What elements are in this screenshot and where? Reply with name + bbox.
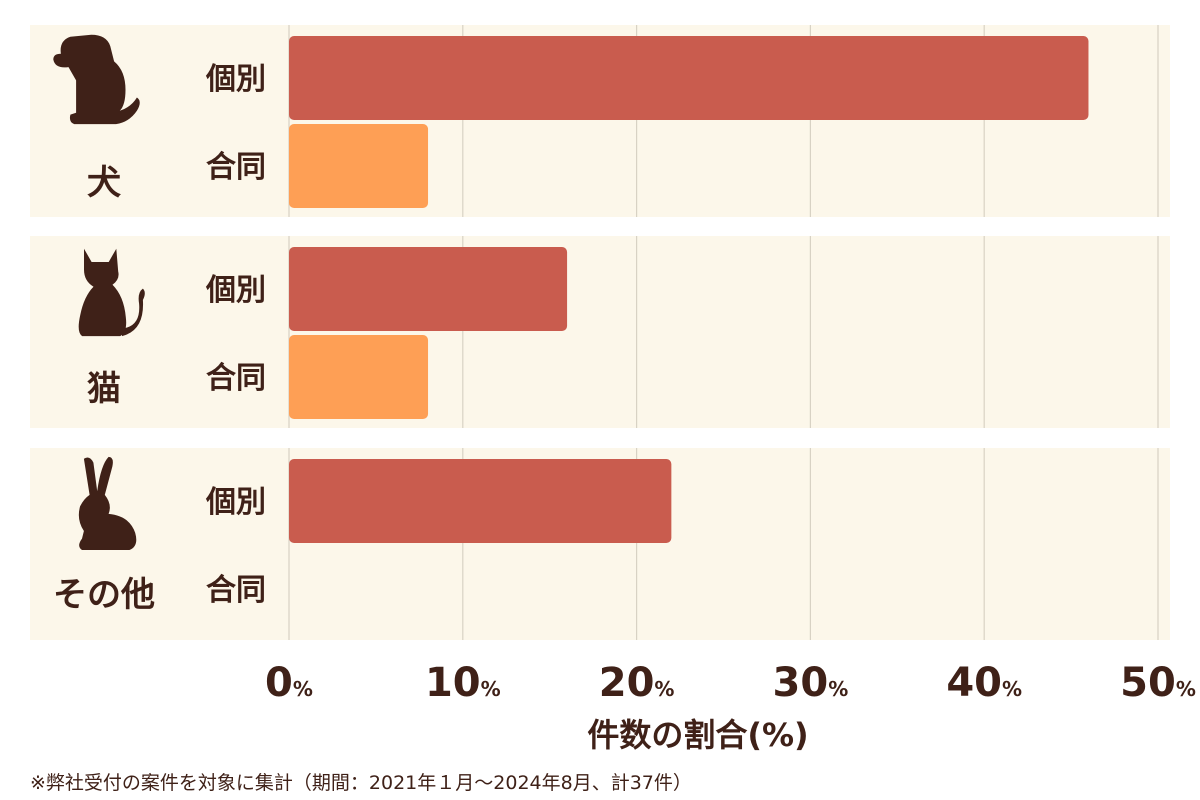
row-label: 合同 [206, 573, 266, 608]
group-label: 猫 [87, 369, 121, 409]
group-label: その他 [53, 575, 155, 615]
x-tick-unit: % [828, 677, 848, 701]
bar-individual-3 [289, 459, 672, 543]
group-background-2 [30, 236, 1170, 428]
bar-joint-1 [289, 124, 429, 208]
bar-individual-1 [289, 36, 1089, 120]
bar-individual-2 [289, 247, 568, 331]
x-tick-label: 20% [599, 660, 675, 706]
x-tick-label: 40% [946, 660, 1022, 706]
x-axis-title: 件数の割合(%) [587, 716, 808, 754]
x-tick-unit: % [1176, 677, 1196, 701]
row-label: 合同 [206, 150, 266, 185]
x-tick-label: 50% [1120, 660, 1196, 706]
group-label: 犬 [87, 163, 121, 203]
rabbit-icon [78, 456, 137, 550]
row-label: 個別 [205, 273, 266, 308]
dog-icon [53, 34, 140, 125]
row-label: 合同 [206, 361, 266, 396]
cat-icon [78, 248, 145, 337]
x-tick-unit: % [293, 677, 313, 701]
footnote: ※弊社受付の案件を対象に集計（期間：2021年１月〜2024年8月、計37件） [30, 772, 692, 794]
x-tick-unit: % [481, 677, 501, 701]
row-label: 個別 [205, 62, 266, 97]
x-tick-unit: % [1002, 677, 1022, 701]
x-tick-label: 30% [773, 660, 849, 706]
x-tick-label: 0% [265, 660, 313, 706]
x-tick-label: 10% [425, 660, 501, 706]
bar-joint-2 [289, 335, 429, 419]
row-label: 個別 [205, 485, 266, 520]
x-tick-unit: % [654, 677, 674, 701]
